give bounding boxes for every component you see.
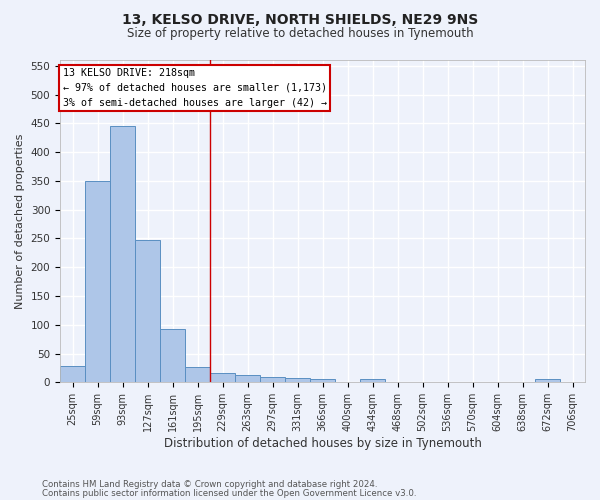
Y-axis label: Number of detached properties: Number of detached properties xyxy=(15,134,25,309)
Text: Contains public sector information licensed under the Open Government Licence v3: Contains public sector information licen… xyxy=(42,489,416,498)
Bar xyxy=(135,240,160,382)
Bar xyxy=(260,376,285,382)
Bar xyxy=(210,373,235,382)
Bar xyxy=(235,375,260,382)
Bar xyxy=(85,181,110,382)
Bar xyxy=(110,126,135,382)
Text: Size of property relative to detached houses in Tynemouth: Size of property relative to detached ho… xyxy=(127,28,473,40)
Bar xyxy=(60,366,85,382)
Bar xyxy=(360,380,385,382)
Bar xyxy=(160,329,185,382)
Text: 13, KELSO DRIVE, NORTH SHIELDS, NE29 9NS: 13, KELSO DRIVE, NORTH SHIELDS, NE29 9NS xyxy=(122,12,478,26)
Bar xyxy=(285,378,310,382)
Bar xyxy=(185,368,210,382)
Bar xyxy=(310,380,335,382)
Text: 13 KELSO DRIVE: 218sqm
← 97% of detached houses are smaller (1,173)
3% of semi-d: 13 KELSO DRIVE: 218sqm ← 97% of detached… xyxy=(62,68,326,108)
Text: Contains HM Land Registry data © Crown copyright and database right 2024.: Contains HM Land Registry data © Crown c… xyxy=(42,480,377,489)
X-axis label: Distribution of detached houses by size in Tynemouth: Distribution of detached houses by size … xyxy=(164,437,481,450)
Bar xyxy=(535,379,560,382)
